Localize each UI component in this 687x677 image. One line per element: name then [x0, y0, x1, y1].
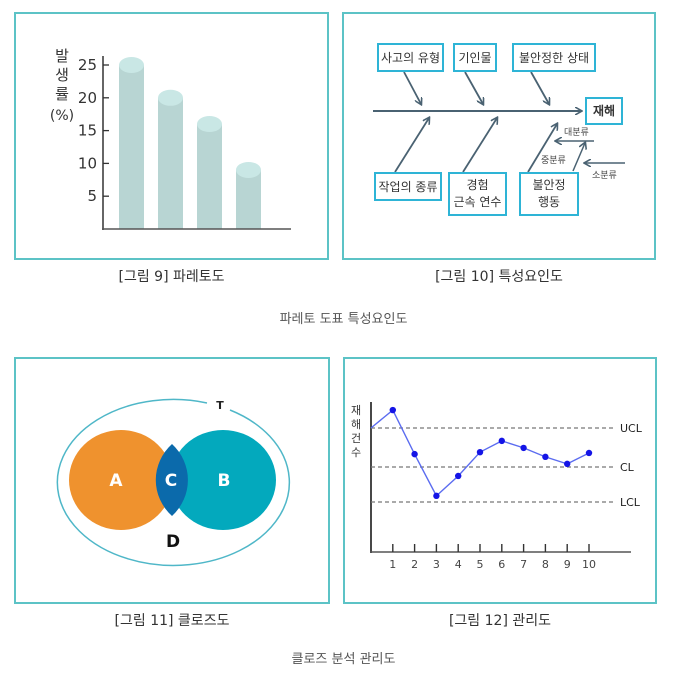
closure-caption: [그림 11] 클로즈도 [114, 613, 230, 629]
arrow-experience [462, 118, 497, 173]
svg-text:25: 25 [78, 56, 97, 74]
svg-text:8: 8 [542, 558, 549, 571]
svg-text:(%): (%) [50, 108, 74, 124]
control-point [564, 460, 571, 468]
pareto-bar [158, 89, 183, 229]
svg-text:건: 건 [351, 432, 361, 445]
svg-text:해: 해 [351, 417, 361, 431]
svg-text:1: 1 [389, 558, 396, 571]
control-ylabel: 재 해 건 수 [351, 404, 361, 459]
control-point [389, 406, 396, 414]
svg-text:3: 3 [433, 558, 440, 571]
pareto-ylabel: 발 생 률 (%) [50, 47, 74, 124]
control-point [585, 449, 593, 457]
arrow-agent [464, 71, 483, 104]
fishbone-bottom-box: 불안정 행동 [519, 172, 579, 216]
control-point [542, 453, 549, 461]
svg-text:경험: 경험 [466, 178, 488, 192]
fishbone-top-box: 기인물 [453, 43, 497, 72]
control-frame [343, 357, 657, 604]
pareto-bar [119, 57, 144, 229]
svg-text:행동: 행동 [538, 194, 560, 209]
control-point [455, 472, 462, 480]
fishbone-bottom-box: 경험 근속 연수 [448, 172, 507, 216]
fishbone-bottom-box: 작업의 종류 [374, 172, 442, 201]
fishbone-effect-box: 재해 [585, 97, 623, 125]
fishbone-top-box: 불안정한 상태 [512, 43, 596, 72]
control-caption: [그림 12] 관리도 [448, 613, 552, 629]
control-x-ticks: 1 2 3 4 5 6 7 8 9 10 [389, 544, 596, 571]
svg-text:15: 15 [78, 122, 97, 140]
svg-text:5: 5 [87, 187, 97, 205]
svg-text:9: 9 [564, 558, 571, 571]
control-point [520, 444, 527, 452]
label-b: B [218, 471, 231, 491]
section-caption-top: 파레토 도표 특성요인도 [279, 312, 408, 327]
arrow-accident-type [403, 71, 421, 104]
arrow-middle-class [572, 143, 585, 172]
svg-text:5: 5 [477, 558, 484, 571]
pareto-bar [236, 161, 261, 229]
svg-text:4: 4 [455, 558, 462, 571]
svg-text:기인물: 기인물 [458, 51, 491, 65]
label-major-class: 대분류 [564, 127, 589, 138]
svg-text:불안정: 불안정 [532, 178, 565, 192]
svg-text:수: 수 [351, 446, 361, 459]
svg-text:2: 2 [411, 558, 418, 571]
control-point [433, 492, 440, 500]
svg-text:재: 재 [351, 404, 361, 417]
section-caption-bottom: 클로즈 분석 관리도 [291, 652, 396, 667]
svg-text:6: 6 [498, 558, 505, 571]
cl-label: CL [620, 461, 635, 474]
svg-text:재해: 재해 [593, 104, 615, 118]
pareto-bar [197, 116, 222, 229]
universe-ellipse [56, 398, 291, 567]
svg-text:20: 20 [78, 89, 97, 107]
arrow-unsafe-behavior [527, 124, 557, 173]
svg-text:발: 발 [55, 47, 69, 65]
svg-text:작업의 종류: 작업의 종류 [378, 180, 437, 194]
svg-text:근속 연수: 근속 연수 [454, 195, 502, 209]
svg-text:불안정한 상태: 불안정한 상태 [519, 51, 589, 65]
set-b-ellipse [170, 430, 276, 530]
svg-text:10: 10 [582, 558, 596, 571]
control-point [476, 448, 484, 456]
control-point [498, 437, 505, 445]
fishbone-caption: [그림 10] 특성요인도 [435, 269, 563, 285]
arrow-work-type [394, 118, 429, 173]
control-point [411, 450, 418, 458]
control-series [370, 406, 593, 500]
label-minor-class: 소분류 [592, 170, 617, 181]
label-a: A [109, 471, 123, 491]
intersection-c [155, 444, 188, 516]
fishbone-top-box: 사고의 유형 [377, 43, 444, 72]
svg-text:10: 10 [78, 154, 97, 172]
pareto-y-ticks: 5 10 15 20 25 [78, 56, 109, 205]
set-a-ellipse [69, 430, 173, 530]
pareto-bars [119, 57, 261, 229]
arrow-unsafe-condition [530, 71, 549, 104]
ucl-label: UCL [620, 422, 643, 435]
svg-text:생: 생 [55, 66, 69, 84]
label-c: C [165, 471, 177, 491]
label-middle-class: 중분류 [541, 155, 566, 166]
lcl-label: LCL [620, 496, 641, 509]
svg-text:사고의 유형: 사고의 유형 [381, 51, 440, 65]
label-t: T [216, 399, 224, 412]
svg-text:률: 률 [55, 85, 69, 103]
pareto-caption: [그림 9] 파레토도 [118, 269, 225, 285]
label-d: D [166, 532, 180, 552]
svg-text:7: 7 [520, 558, 527, 571]
